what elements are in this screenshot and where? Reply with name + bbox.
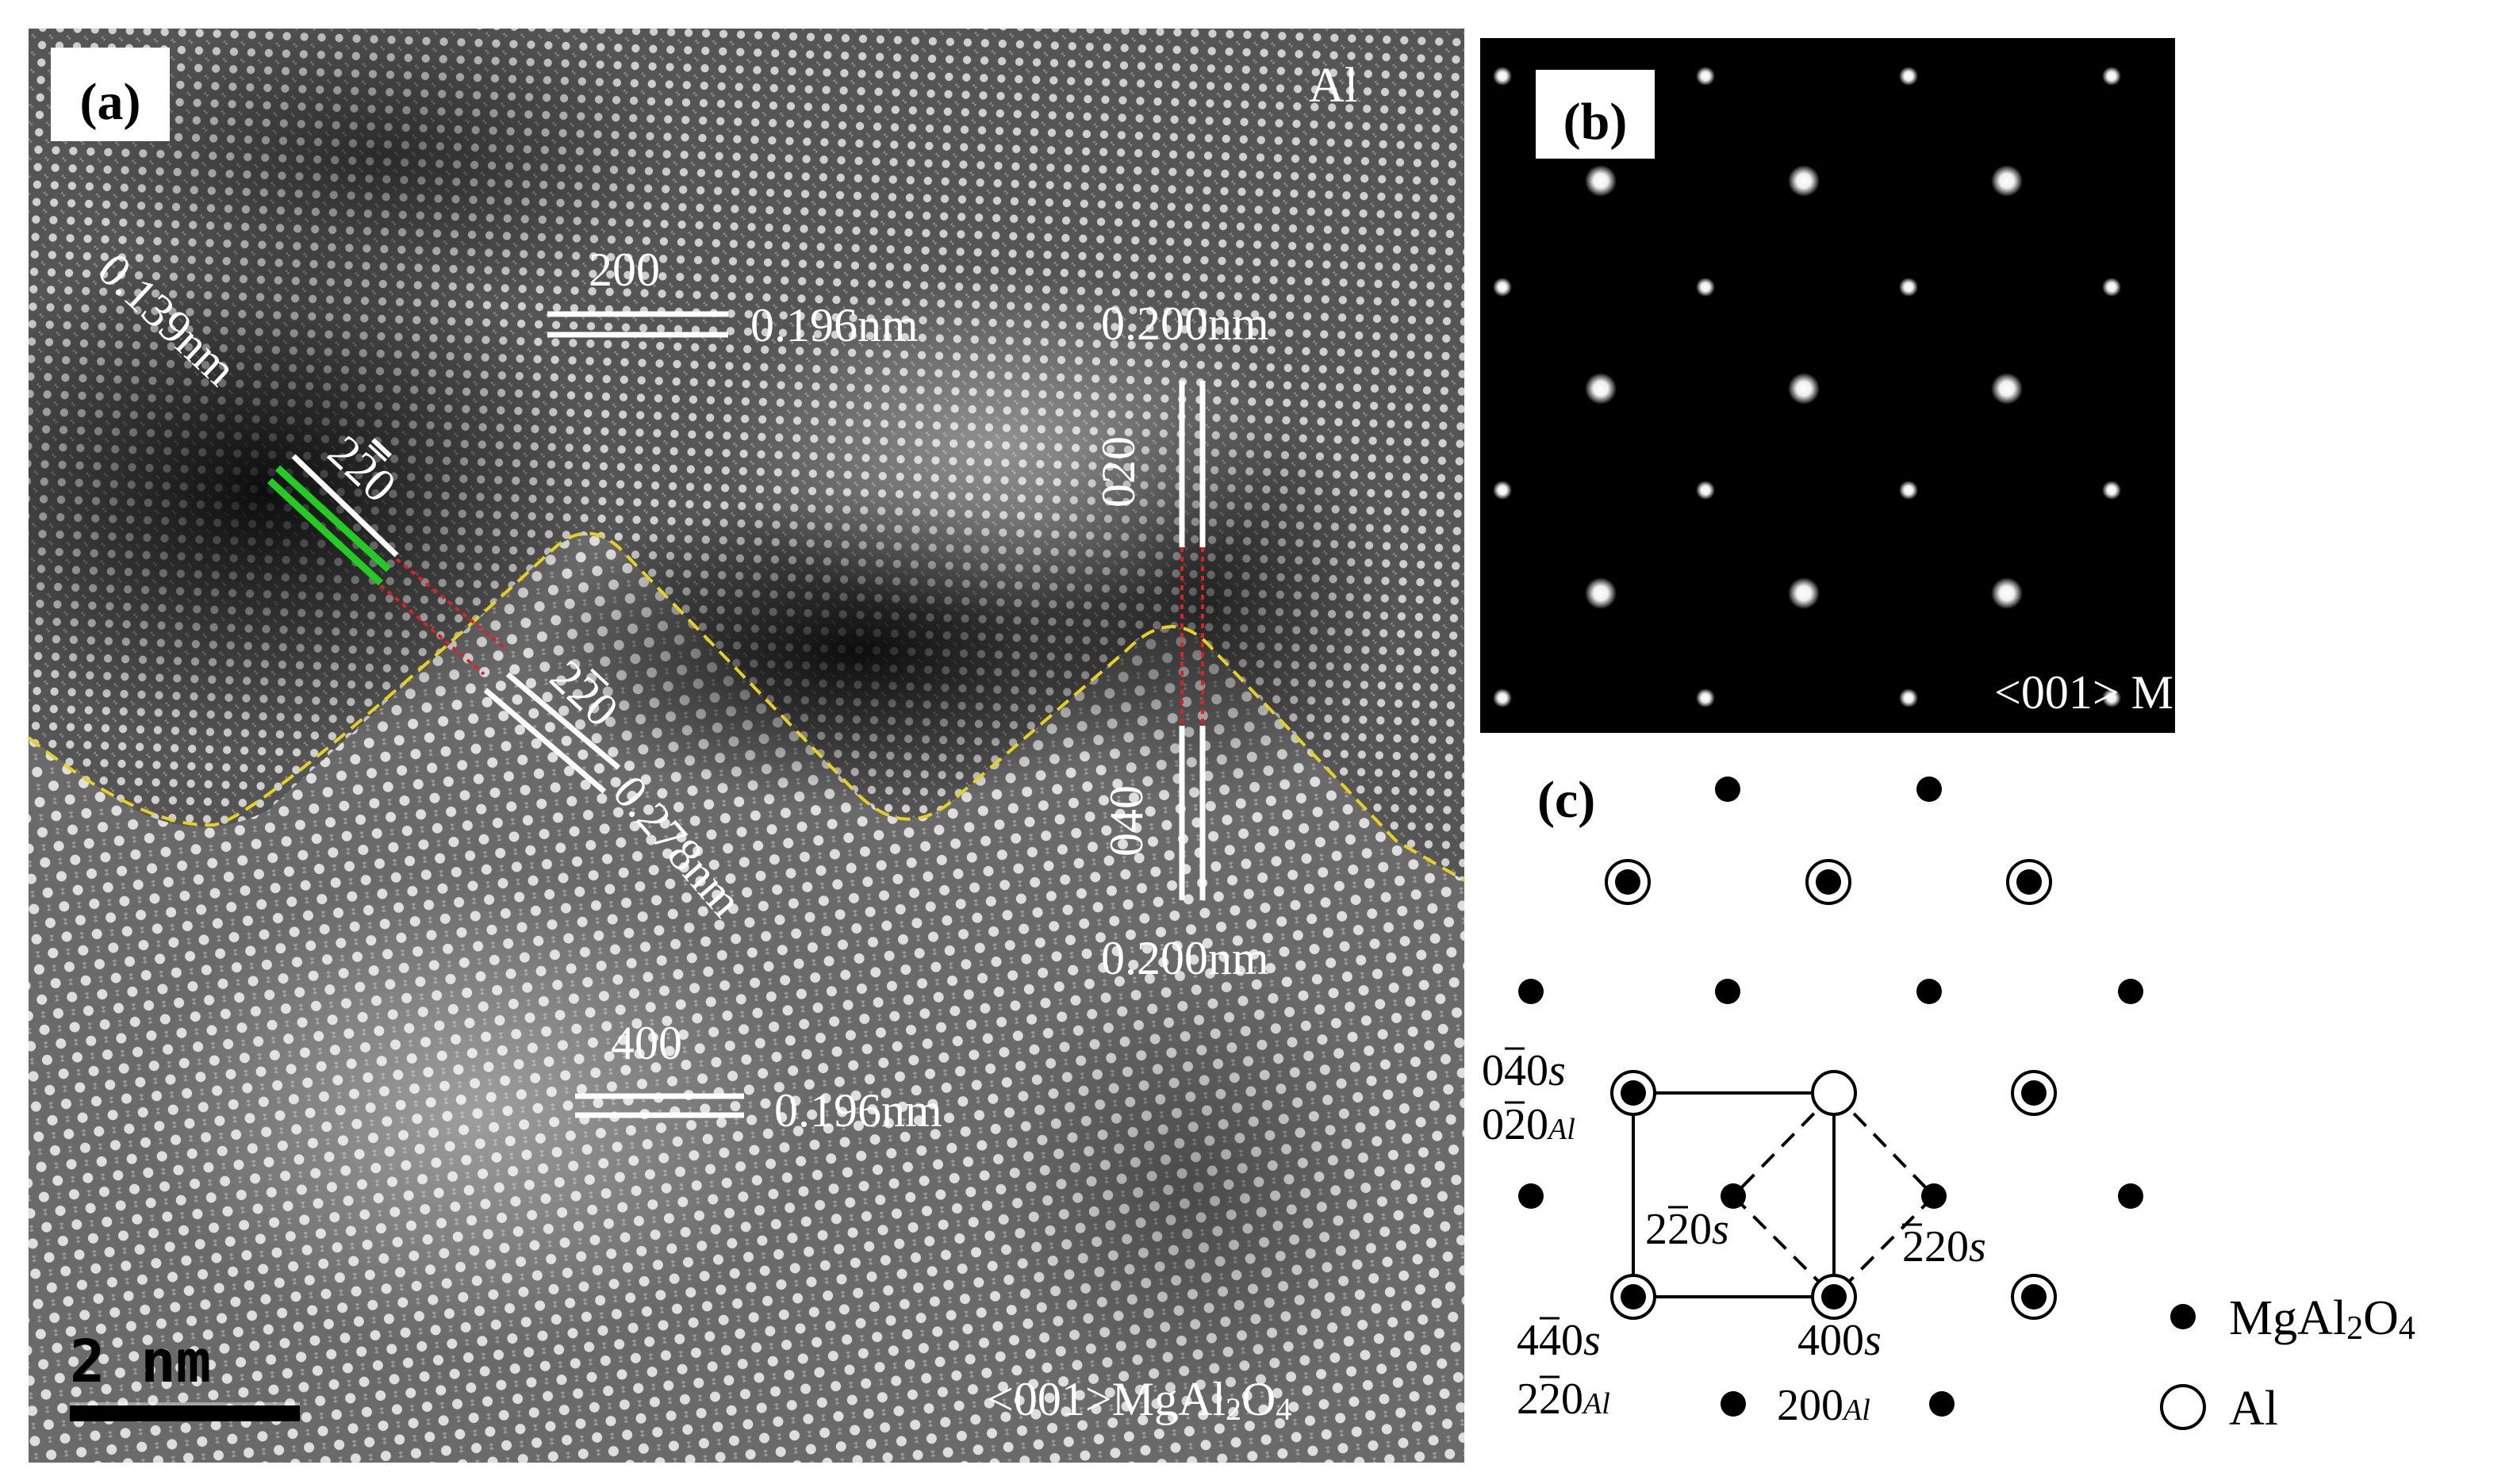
coincident-spot-dot [2016,869,2042,895]
scale-bar: 2 nm [70,1328,300,1421]
diffraction-spot [1899,481,1918,500]
svg-text:(b): (b) [1563,93,1628,151]
svg-text:020: 020 [1092,436,1145,508]
label-s-2m20: 220s [1645,1205,1729,1254]
fringe-al-020: 020 0.200nm [1092,297,1269,726]
mgal2o4-spot [1715,777,1740,802]
mgal2o4-spot [1715,979,1740,1004]
mgal2o4-spot [2118,979,2143,1004]
label-s-220: 220s [1902,1222,1986,1271]
legend-label-al: Al [2229,1382,2278,1436]
svg-text:040: 040 [1100,785,1153,857]
svg-text:0.200nm: 0.200nm [1101,297,1269,350]
diffraction-spot [1788,165,1820,197]
svg-text:020Al: 020Al [1482,1100,1575,1149]
label-s-400: 400s [1797,1316,1882,1365]
panel-b-tag: (b) [1536,70,1655,159]
diffraction-spot [1991,577,2023,609]
label-al-020: 020Al [1482,1100,1575,1149]
coincident-spot-dot [2021,1080,2047,1106]
label-s-040: 040s [1482,1046,1566,1095]
coincident-spot-dot [1621,1284,1646,1310]
svg-text:0.196nm: 0.196nm [774,1084,942,1137]
zone-axis-label-a: <001>MgAl2O4 [987,1373,1291,1427]
legend-filled-dot-icon [2170,1304,2196,1329]
svg-text:040s: 040s [1482,1046,1566,1095]
diffraction-spot [1493,67,1512,86]
mgal2o4-spot [1721,1183,1746,1209]
zone-axis-label-b: <001> MgAl2O4 [1994,666,2311,720]
mgal2o4-spot [1921,1183,1947,1209]
diffraction-spot [1493,278,1512,297]
svg-text:220s: 220s [1902,1222,1986,1271]
coincident-spot-dot [1615,869,1640,895]
diffraction-spot [1585,165,1617,197]
svg-text:0.196nm: 0.196nm [750,299,919,351]
diffraction-spot [1696,278,1715,297]
mgal2o4-spot [1518,979,1544,1004]
diffraction-spot [1991,165,2023,197]
svg-text:220Al: 220Al [1517,1375,1610,1424]
diffraction-spot [1696,688,1715,707]
fringe-al-200: 200 0.196nm [547,243,919,351]
panel-a-hrtem-image: (a) Al 200 0.196nm 0.139nm 220 [27,29,1466,1463]
diffraction-spot [1788,373,1820,405]
coincident-spot-dot [2021,1284,2047,1310]
panel-c-schematic: (c) 040s 020Al [1482,771,2415,1436]
diffraction-spot [2102,688,2121,707]
diffraction-spot [1899,688,1918,707]
diffraction-spot [1585,577,1617,609]
legend-open-circle-icon [2160,1384,2206,1430]
diffraction-spot [1696,481,1715,500]
label-al-220: 220Al [1517,1375,1610,1424]
diffraction-spot [1493,481,1512,500]
mgal2o4-spot [1916,979,1942,1004]
mgal2o4-spot [2118,1183,2143,1209]
phase-label-al: Al [1309,59,1358,113]
diffraction-spot [2102,278,2121,297]
panel-b-diffraction-pattern: (b) <001> MgAl2O4 [1480,38,2311,733]
coincident-spot-dot [1816,869,1841,895]
diffraction-spot [1788,577,1820,609]
diffraction-spot [1991,373,2023,405]
fringe-s-040: 040 0.200nm [1100,726,1269,984]
svg-text:400: 400 [611,1017,682,1069]
index-labels: 040s 020Al 220s 220s 440s 220Al [1482,1046,1986,1430]
unit-cell-outline [1632,1091,1935,1298]
diffraction-spot [2102,481,2121,500]
svg-text:440s: 440s [1517,1316,1601,1365]
svg-text:2 nm: 2 nm [70,1328,211,1396]
coincident-spot-dot [1621,1080,1646,1106]
al-spot [1811,1070,1857,1116]
label-al-200: 200Al [1777,1381,1870,1430]
svg-text:200: 200 [589,243,660,296]
svg-text:0.200nm: 0.200nm [1101,932,1269,984]
coincident-spot-dot [1821,1284,1847,1310]
interface-line [27,531,1466,882]
legend: MgAl2O4 Al [2160,1291,2415,1436]
diffraction-spot [1585,373,1617,405]
panel-c-tag: (c) [1537,771,1595,829]
svg-text:(a): (a) [80,73,141,131]
diffraction-spot [1493,688,1512,707]
diffraction-spot [1899,67,1918,86]
diffraction-spot [1899,278,1918,297]
legend-label-mgal2o4: MgAl2O4 [2229,1291,2415,1347]
mgal2o4-spot [1721,1391,1746,1417]
panel-a-tag: (a) [51,48,170,141]
svg-text:220s: 220s [1645,1205,1729,1254]
diffraction-spot [2102,67,2121,86]
mgal2o4-spot [1916,777,1942,802]
mgal2o4-spot [1518,1183,1544,1209]
label-s-440: 440s [1517,1316,1601,1365]
mgal2o4-spot [1929,1391,1955,1417]
diffraction-spot [1696,67,1715,86]
fringe-s-400: 400 0.196nm [575,1017,942,1137]
